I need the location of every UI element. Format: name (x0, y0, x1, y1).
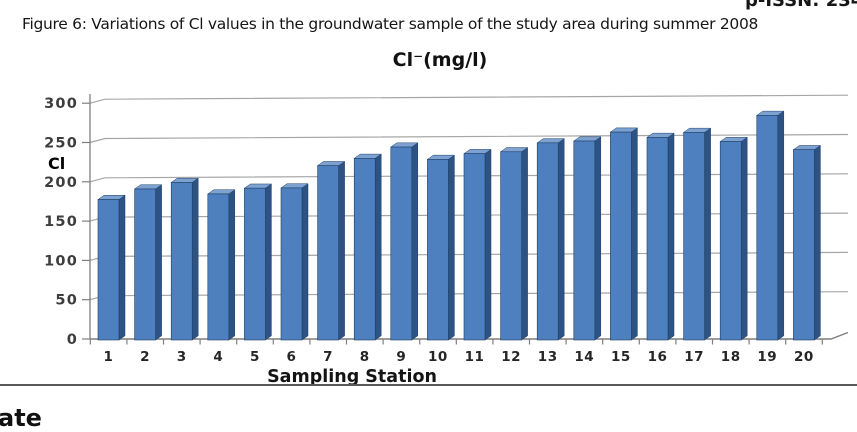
x-tick-label: 3 (177, 349, 187, 365)
x-tick-label: 5 (250, 349, 260, 365)
bar (97, 199, 120, 341)
bar-side-face (448, 154, 455, 341)
bar-side-face (777, 110, 785, 341)
bar (463, 153, 486, 341)
x-tick-label: 4 (213, 349, 223, 365)
y-axis-overlay-label: Cl (48, 154, 65, 173)
y-tick-label: 200 (44, 175, 78, 191)
chart-title: Cl⁻(mg/l) (392, 49, 488, 71)
figure-caption: Figure 6: Variations of Cl values in the… (22, 15, 759, 33)
x-tick-label: 6 (287, 349, 297, 365)
x-tick-label: 2 (140, 349, 150, 365)
bar (134, 188, 156, 341)
bar-side-face (411, 142, 419, 341)
bar-side-face (484, 148, 492, 341)
bar (536, 142, 559, 341)
bar (244, 187, 266, 341)
bar-side-face (667, 132, 675, 341)
x-tick-label: 15 (611, 349, 631, 365)
x-tick-label: 9 (396, 349, 406, 365)
y-tick-label: 100 (44, 253, 78, 269)
bar (280, 187, 303, 341)
y-tick-label: 300 (44, 96, 78, 112)
gridline (89, 94, 849, 104)
x-tick-label: 8 (360, 349, 370, 365)
y-tick-label: 150 (44, 214, 78, 230)
x-tick-label: 18 (721, 349, 741, 365)
bar-side-face (814, 144, 821, 341)
issn-header-fragment: p-ISSN: 234 (745, 0, 857, 11)
bar (390, 146, 413, 341)
x-tick-label: 13 (538, 349, 558, 365)
x-tick-label: 1 (104, 349, 114, 365)
horizontal-rule (0, 384, 857, 386)
bar-side-face (265, 183, 272, 341)
y-tick-label: 250 (44, 136, 78, 152)
x-tick-label: 11 (465, 349, 485, 365)
x-tick-label: 10 (428, 349, 448, 365)
bar (610, 131, 632, 341)
y-tick-label: 0 (67, 332, 78, 348)
bar-side-face (301, 183, 309, 341)
bar (719, 141, 742, 341)
x-tick-label: 12 (501, 349, 521, 365)
bar (500, 151, 522, 341)
x-tick-label: 14 (574, 349, 594, 365)
bar (793, 149, 815, 341)
bar (573, 140, 596, 341)
bar-side-face (594, 136, 602, 341)
x-tick-label: 7 (323, 349, 333, 365)
bar-side-face (704, 127, 711, 341)
bar (207, 193, 230, 341)
x-tick-label: 17 (684, 349, 704, 365)
y-tick-label: 50 (55, 293, 78, 309)
clipped-footer-text: ate (0, 404, 42, 432)
bar-side-face (155, 184, 162, 341)
bar-side-face (374, 153, 382, 341)
bar (170, 182, 193, 341)
x-tick-label: 16 (648, 349, 668, 365)
bar-side-face (338, 160, 345, 341)
bar-side-face (228, 189, 236, 341)
bar (353, 158, 376, 341)
x-tick-label: 19 (757, 349, 777, 365)
bar (756, 115, 779, 341)
bar (427, 159, 449, 341)
bar-side-face (191, 177, 199, 341)
bar (683, 132, 705, 341)
bar-side-face (118, 194, 126, 341)
gridline (89, 133, 849, 144)
bar-side-face (521, 147, 528, 341)
bar (317, 165, 339, 341)
bar-side-face (631, 127, 638, 341)
bar (646, 137, 669, 341)
bar-side-face (740, 136, 748, 341)
x-axis-title: Sampling Station (267, 367, 437, 385)
x-tick-label: 20 (794, 349, 814, 365)
bar-side-face (557, 138, 565, 341)
